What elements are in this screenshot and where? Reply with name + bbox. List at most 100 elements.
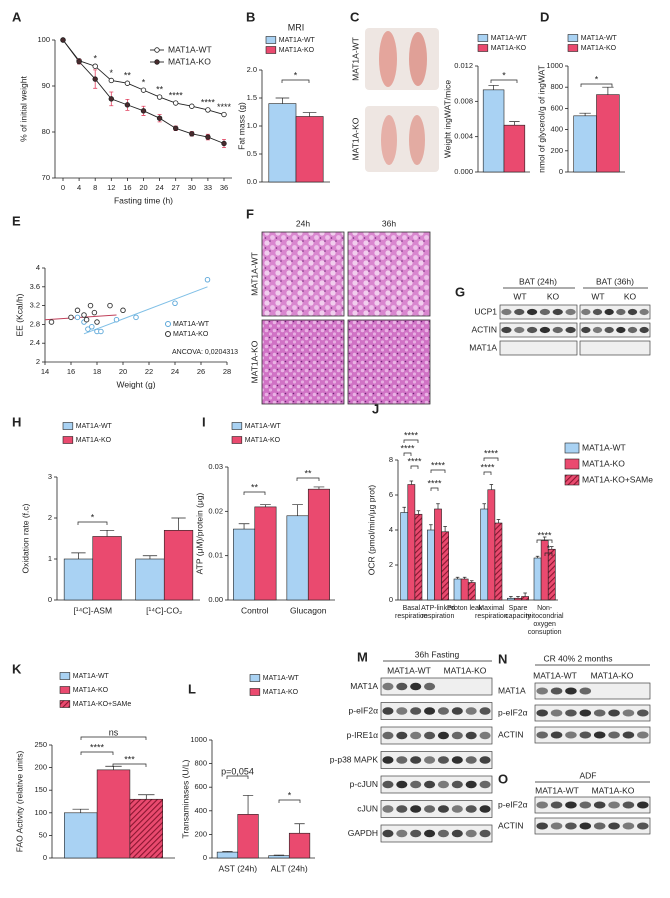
row-label: ACTIN bbox=[498, 729, 524, 739]
x-tick-label: 20 bbox=[139, 183, 147, 192]
blot-band bbox=[592, 308, 603, 316]
bar bbox=[216, 851, 239, 859]
x-tick-label: 28 bbox=[223, 367, 231, 376]
legend-label: MAT1A-KO bbox=[245, 437, 281, 444]
blot-band bbox=[479, 829, 491, 838]
bar bbox=[92, 536, 122, 601]
panel-label: H bbox=[12, 414, 21, 429]
blot-band bbox=[424, 805, 436, 813]
blot-band bbox=[536, 801, 548, 809]
blot-band bbox=[579, 801, 592, 809]
bar bbox=[64, 812, 98, 859]
blot-band bbox=[552, 326, 563, 334]
blot-band bbox=[604, 308, 614, 316]
y-tick-label: 0.02 bbox=[208, 506, 223, 515]
x-tick-label: 8 bbox=[93, 183, 97, 192]
bar bbox=[268, 103, 297, 183]
significance-label: *** bbox=[124, 754, 135, 764]
group-label: MAT1A-WT bbox=[533, 670, 577, 680]
blot-strip bbox=[534, 726, 651, 744]
histology-images bbox=[261, 231, 431, 405]
significance-bracket bbox=[430, 487, 439, 491]
error-bar bbox=[242, 795, 254, 815]
blot-band bbox=[410, 731, 422, 740]
legend-swatch bbox=[59, 700, 71, 708]
bar bbox=[494, 522, 503, 601]
y-tick-label: 2 bbox=[389, 560, 393, 569]
error-bar bbox=[260, 504, 271, 507]
blot-band bbox=[451, 829, 463, 838]
marker bbox=[189, 103, 195, 109]
blot-band bbox=[526, 326, 538, 334]
blot-band bbox=[424, 829, 436, 838]
blot-band bbox=[565, 709, 577, 717]
group-label: MAT1A-WT bbox=[535, 785, 579, 795]
y-tick-label: 50 bbox=[39, 830, 47, 839]
blot-band bbox=[536, 822, 548, 830]
legend-label: MAT1A-WT bbox=[168, 44, 212, 54]
significance-label: p=0,054 bbox=[221, 766, 254, 776]
point bbox=[89, 324, 95, 330]
significance-label: **** bbox=[537, 530, 552, 540]
error-bar bbox=[402, 506, 406, 513]
marker bbox=[76, 58, 82, 65]
point bbox=[85, 326, 91, 332]
error-bar bbox=[99, 529, 115, 537]
x-tick-label: AST (24h) bbox=[218, 863, 257, 873]
panel-label: O bbox=[498, 771, 508, 786]
legend-label: MAT1A-KO bbox=[581, 45, 617, 52]
error-bar bbox=[273, 854, 285, 856]
bar bbox=[434, 508, 442, 601]
blot-band bbox=[593, 801, 606, 809]
x-tick-label: 4 bbox=[77, 183, 81, 192]
x-tick-label: 30 bbox=[188, 183, 196, 192]
legend-label: MAT1A-KO bbox=[491, 45, 527, 52]
x-tick-label: 27 bbox=[172, 183, 180, 192]
annotation: ANCOVA: 0,0204313 bbox=[172, 349, 238, 356]
row-label: MAT1A bbox=[350, 681, 378, 691]
blot-band bbox=[437, 756, 449, 764]
panel-label: G bbox=[455, 284, 465, 299]
y-tick-label: 3 bbox=[48, 472, 52, 481]
blot-band bbox=[539, 326, 551, 334]
point bbox=[83, 316, 90, 323]
y-tick-label: 0.03 bbox=[208, 462, 223, 471]
significance-label: **** bbox=[407, 456, 422, 466]
significance-label: **** bbox=[217, 102, 232, 112]
x-tick-label: ATP-linked respiration bbox=[421, 605, 455, 620]
blot-strip bbox=[499, 340, 578, 356]
x-tick-label: [¹⁴C]-CO₂ bbox=[146, 605, 182, 615]
x-tick-label: [¹⁴C]-ASM bbox=[73, 605, 112, 615]
x-tick-label: 0 bbox=[61, 183, 65, 192]
row-label: p-eIF2α bbox=[498, 707, 528, 717]
blot-band bbox=[382, 682, 394, 691]
blot-strip bbox=[579, 304, 651, 320]
y-tick-label: 150 bbox=[34, 785, 47, 794]
bar bbox=[254, 506, 277, 601]
marker bbox=[124, 102, 131, 108]
x-tick-label: 22 bbox=[145, 367, 153, 376]
legend-marker bbox=[165, 331, 171, 337]
marker bbox=[140, 87, 147, 93]
blot-band bbox=[637, 822, 649, 830]
blot-band bbox=[382, 829, 394, 838]
error-bar bbox=[602, 86, 614, 95]
blot-band bbox=[593, 731, 606, 739]
point bbox=[98, 328, 104, 335]
y-tick-label: 2.4 bbox=[30, 338, 40, 347]
panel-label: L bbox=[188, 681, 196, 696]
blot-band bbox=[550, 687, 563, 695]
point bbox=[81, 312, 87, 318]
blot-band bbox=[382, 731, 394, 740]
blot-band bbox=[410, 805, 422, 813]
x-tick-label: Proton leak bbox=[446, 605, 483, 612]
bar bbox=[268, 855, 290, 859]
x-tick-label: Maximal respiration bbox=[474, 605, 508, 620]
significance-bracket bbox=[112, 763, 147, 767]
legend-label: MAT1A-WT bbox=[263, 675, 300, 682]
y-tick-label: 1.5 bbox=[247, 93, 257, 102]
error-bar bbox=[523, 592, 527, 597]
image-label: MAT1A-KO bbox=[350, 117, 360, 160]
point bbox=[107, 302, 113, 309]
x-tick-label: Spare capacity bbox=[505, 605, 531, 620]
